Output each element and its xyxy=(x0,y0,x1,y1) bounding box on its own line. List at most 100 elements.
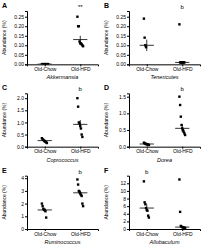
tick-label: 0.15 xyxy=(116,33,126,39)
tick-mark xyxy=(25,45,27,46)
y-tick: 1 xyxy=(21,213,27,219)
tick-label: 0.10 xyxy=(14,42,24,48)
tick-mark xyxy=(127,147,129,148)
tick-label: Old-HFD xyxy=(173,148,193,154)
tick-label: 0.0 xyxy=(119,144,126,150)
marks xyxy=(140,178,190,229)
point xyxy=(45,216,47,218)
tick-label: 0.00 xyxy=(116,61,126,67)
tick-label: 2 xyxy=(123,218,126,224)
error-bar xyxy=(80,36,81,44)
tick-label: Old-Chow xyxy=(136,66,159,72)
error-bar xyxy=(146,40,147,51)
point xyxy=(77,25,79,27)
y-tick: 0.25 xyxy=(116,14,129,20)
tick-label: 12 xyxy=(120,180,126,186)
plot: 0.000.050.100.150.200.25Old-ChowOld-HFD*… xyxy=(1,4,99,80)
annotation: ** xyxy=(78,4,83,10)
tick-label: 0.5 xyxy=(119,127,126,133)
panel-label: C xyxy=(2,84,7,91)
point xyxy=(80,133,82,135)
point xyxy=(81,44,83,46)
x-axis: Old-Chow Old-HFD xyxy=(130,64,201,72)
y-tick: 0.00 xyxy=(116,61,129,67)
point xyxy=(77,105,79,107)
y-tick: 3 xyxy=(21,188,27,194)
tick-mark xyxy=(25,178,27,179)
point xyxy=(184,134,186,136)
plot: 024681012Old-ChowOld-HFDbAbundance (%)Al… xyxy=(103,169,201,245)
panel-label: D xyxy=(104,84,109,91)
point xyxy=(179,104,181,106)
x-tick: Old-HFD xyxy=(71,64,91,72)
point xyxy=(143,180,145,182)
tick-label: Old-Chow xyxy=(34,231,57,237)
error-bar xyxy=(44,64,45,65)
y-tick: 1.5 xyxy=(17,107,27,113)
y-tick: 12 xyxy=(120,180,129,186)
y-tick: 4 xyxy=(21,175,27,181)
point xyxy=(46,142,48,144)
tick-mark xyxy=(25,98,27,99)
point xyxy=(179,211,181,213)
annotation: b xyxy=(79,86,83,92)
tick-mark xyxy=(25,122,27,123)
tick-mark xyxy=(127,191,129,192)
tick-mark xyxy=(127,214,129,215)
point xyxy=(80,195,82,197)
plot: 01234Old-ChowOld-HFDbAbundance (%)Rumino… xyxy=(1,169,99,245)
y-tick: 0.05 xyxy=(116,52,129,58)
point xyxy=(180,115,182,117)
tick-label: 1.5 xyxy=(17,107,24,113)
error-bar xyxy=(80,120,81,129)
marks xyxy=(38,97,88,144)
tick-mark xyxy=(25,55,27,56)
y-tick: 0.20 xyxy=(116,23,129,29)
tick-mark xyxy=(25,64,27,65)
y-tick: 0.10 xyxy=(116,42,129,48)
tick-mark xyxy=(127,97,129,98)
tick-label: Old-Chow xyxy=(34,66,57,72)
x-axis: Old-ChowOld-HFD xyxy=(130,147,201,155)
tick-mark xyxy=(127,199,129,200)
point xyxy=(178,95,180,97)
tick-mark xyxy=(127,130,129,131)
x-tick: Old-HFD xyxy=(173,229,193,237)
y-tick: 6 xyxy=(123,203,129,209)
x-label: Coprococcus xyxy=(46,157,78,163)
x-label: Dorea xyxy=(157,157,172,163)
tick-label: 6 xyxy=(123,203,126,209)
point xyxy=(41,202,43,204)
tick-label: 10 xyxy=(120,188,126,194)
tick-label: 2 xyxy=(21,201,24,207)
x-tick: Old-HFD xyxy=(173,64,193,72)
y-axis: 0.00.51.01.5 xyxy=(119,94,129,150)
group-points xyxy=(178,178,186,229)
mean-line xyxy=(175,227,189,228)
x-tick: Old-HFD xyxy=(71,229,91,237)
point xyxy=(148,216,150,218)
error-bar xyxy=(80,190,81,195)
x-tick: Old-HFD xyxy=(71,147,91,155)
y-label: Abundance (%) xyxy=(103,20,109,55)
x-label: Akkermansia xyxy=(46,74,79,80)
tick-label: Old-HFD xyxy=(71,231,91,237)
tick-mark xyxy=(25,17,27,18)
y-label: Abundance (%) xyxy=(103,102,109,137)
point xyxy=(45,141,47,143)
y-tick: 0.5 xyxy=(17,132,27,138)
y-tick: 2 xyxy=(21,201,27,207)
point xyxy=(178,23,180,25)
tick-label: Old-Chow xyxy=(34,148,57,154)
y-tick: 0 xyxy=(123,226,129,232)
x-tick: Old-HFD xyxy=(173,147,193,155)
panel-label: B xyxy=(104,2,109,9)
x-axis: Old-Chow Old-HFD xyxy=(28,229,99,237)
mean-line xyxy=(38,64,52,65)
y-tick: 0.5 xyxy=(119,127,129,133)
point xyxy=(144,203,146,205)
tick-label: 8 xyxy=(123,196,126,202)
error-bar xyxy=(146,204,147,212)
tick-mark xyxy=(127,26,129,27)
tick-label: 2.0 xyxy=(17,95,24,101)
